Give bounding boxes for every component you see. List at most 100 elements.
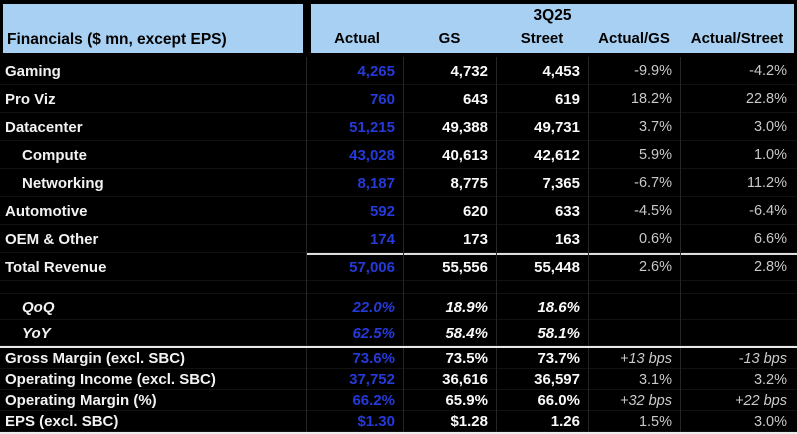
cell-gs-estimate: 8,775 bbox=[403, 169, 496, 197]
cell-actual-vs-gs bbox=[588, 320, 680, 346]
cell-actual-vs-gs: -9.9% bbox=[588, 57, 680, 85]
cell-street-estimate: 42,612 bbox=[496, 141, 588, 169]
cell-gs-estimate: 49,388 bbox=[403, 113, 496, 141]
cell-street-estimate: 36,597 bbox=[496, 369, 588, 390]
cell-actual-vs-street: 1.0% bbox=[680, 141, 797, 169]
row-label: Pro Viz bbox=[0, 85, 306, 113]
table-row: Gross Margin (excl. SBC) 73.6% 73.5% 73.7% +… bbox=[0, 346, 797, 369]
row-label: QoQ bbox=[0, 294, 306, 320]
table-row: Networking 8,187 8,775 7,365 -6.7% 11.2% bbox=[0, 169, 797, 197]
row-label: OEM & Other bbox=[0, 225, 306, 253]
table-row: QoQ 22.0% 18.9% 18.6% bbox=[0, 294, 797, 320]
cell-actual: 22.0% bbox=[306, 294, 403, 320]
cell-actual-vs-street: 3.0% bbox=[680, 411, 797, 432]
table-row: Datacenter 51,215 49,388 49,731 3.7% 3.0% bbox=[0, 113, 797, 141]
cell-gs-estimate: 58.4% bbox=[403, 320, 496, 346]
cell-actual: 174 bbox=[306, 225, 403, 253]
row-label: EPS (excl. SBC) bbox=[0, 411, 306, 432]
cell-actual-vs-gs: +13 bps bbox=[588, 348, 680, 369]
cell-gs-estimate: 65.9% bbox=[403, 390, 496, 411]
row-label: Gaming bbox=[0, 57, 306, 85]
table-title: Financials ($ mn, except EPS) bbox=[7, 31, 227, 48]
cell-actual: 4,265 bbox=[306, 57, 403, 85]
row-label: Networking bbox=[0, 169, 306, 197]
cell-actual: 592 bbox=[306, 197, 403, 225]
cell-actual-vs-gs: +32 bps bbox=[588, 390, 680, 411]
cell-street-estimate: 18.6% bbox=[496, 294, 588, 320]
row-label: Compute bbox=[0, 141, 306, 169]
cell-gs-estimate: 643 bbox=[403, 85, 496, 113]
table-row: YoY 62.5% 58.4% 58.1% bbox=[0, 320, 797, 346]
cell-street-estimate: 7,365 bbox=[496, 169, 588, 197]
cell-actual-vs-gs: -4.5% bbox=[588, 197, 680, 225]
cell-street-estimate: 633 bbox=[496, 197, 588, 225]
cell-street-estimate: 58.1% bbox=[496, 320, 588, 346]
table-row: Compute 43,028 40,613 42,612 5.9% 1.0% bbox=[0, 141, 797, 169]
col-header-actual: Actual bbox=[334, 30, 380, 47]
header-period-cell: 3Q25 Actual GS Street Actual/GS Actual/S… bbox=[311, 4, 794, 53]
column-headers: Actual GS Street Actual/GS Actual/Street bbox=[311, 28, 794, 50]
cell-gs-estimate: 73.5% bbox=[403, 348, 496, 369]
table-row: EPS (excl. SBC) $1.30 $1.28 1.26 1.5% 3.0% bbox=[0, 411, 797, 432]
cell-actual: 8,187 bbox=[306, 169, 403, 197]
cell-actual-vs-gs: 2.6% bbox=[588, 253, 680, 281]
cell-actual: 43,028 bbox=[306, 141, 403, 169]
cell-actual-vs-street: 3.2% bbox=[680, 369, 797, 390]
col-header-gs: GS bbox=[438, 30, 461, 47]
cell-street-estimate: 163 bbox=[496, 225, 588, 253]
cell-actual-vs-gs: 3.7% bbox=[588, 113, 680, 141]
cell-actual-vs-street bbox=[680, 294, 797, 320]
cell-gs-estimate: 173 bbox=[403, 225, 496, 253]
cell-actual-vs-street: -4.2% bbox=[680, 57, 797, 85]
cell-actual-vs-gs: 0.6% bbox=[588, 225, 680, 253]
cell-actual-vs-gs: 5.9% bbox=[588, 141, 680, 169]
cell-street-estimate: 4,453 bbox=[496, 57, 588, 85]
cell-actual-vs-gs: -6.7% bbox=[588, 169, 680, 197]
cell-actual-vs-street: 3.0% bbox=[680, 113, 797, 141]
table-header: Financials ($ mn, except EPS) 3Q25 Actua… bbox=[0, 0, 797, 57]
cell-actual-vs-street: 2.8% bbox=[680, 253, 797, 281]
cell-actual-vs-gs bbox=[588, 294, 680, 320]
cell-gs-estimate: 36,616 bbox=[403, 369, 496, 390]
table-row: Operating Margin (%) 66.2% 65.9% 66.0% +32 b… bbox=[0, 390, 797, 411]
table-row: Pro Viz 760 643 619 18.2% 22.8% bbox=[0, 85, 797, 113]
cell-actual-vs-gs: 1.5% bbox=[588, 411, 680, 432]
cell-gs-estimate: 55,556 bbox=[403, 253, 496, 281]
row-label: Datacenter bbox=[0, 113, 306, 141]
cell-actual-vs-street bbox=[680, 320, 797, 346]
cell-gs-estimate: 4,732 bbox=[403, 57, 496, 85]
cell-actual bbox=[306, 281, 403, 294]
cell-actual: 57,006 bbox=[306, 253, 403, 281]
row-label: Total Revenue bbox=[0, 253, 306, 281]
cell-gs-estimate bbox=[403, 281, 496, 294]
cell-actual-vs-street: 11.2% bbox=[680, 169, 797, 197]
cell-actual: 73.6% bbox=[306, 348, 403, 369]
cell-gs-estimate: $1.28 bbox=[403, 411, 496, 432]
cell-actual: 37,752 bbox=[306, 369, 403, 390]
cell-actual-vs-street: -13 bps bbox=[680, 348, 797, 369]
table-body: Gaming 4,265 4,732 4,453 -9.9% -4.2% Pro Viz 76… bbox=[0, 57, 797, 432]
cell-actual: 66.2% bbox=[306, 390, 403, 411]
cell-actual-vs-street bbox=[680, 281, 797, 294]
period-label: 3Q25 bbox=[533, 7, 572, 24]
cell-actual-vs-gs: 3.1% bbox=[588, 369, 680, 390]
cell-street-estimate: 55,448 bbox=[496, 253, 588, 281]
cell-street-estimate: 66.0% bbox=[496, 390, 588, 411]
cell-street-estimate: 619 bbox=[496, 85, 588, 113]
cell-actual: $1.30 bbox=[306, 411, 403, 432]
table-row: Gaming 4,265 4,732 4,453 -9.9% -4.2% bbox=[0, 57, 797, 85]
table-row: Total Revenue 57,006 55,556 55,448 2.6% 2.8% bbox=[0, 253, 797, 281]
col-header-actual-vs-gs: Actual/GS bbox=[598, 30, 670, 47]
cell-street-estimate: 1.26 bbox=[496, 411, 588, 432]
cell-actual: 51,215 bbox=[306, 113, 403, 141]
cell-actual-vs-gs bbox=[588, 281, 680, 294]
row-label bbox=[0, 281, 306, 294]
cell-actual-vs-gs: 18.2% bbox=[588, 85, 680, 113]
row-label: Operating Margin (%) bbox=[0, 390, 306, 411]
col-header-street: Street bbox=[520, 30, 564, 47]
cell-gs-estimate: 620 bbox=[403, 197, 496, 225]
cell-actual: 62.5% bbox=[306, 320, 403, 346]
header-title-cell: Financials ($ mn, except EPS) bbox=[3, 4, 303, 53]
cell-gs-estimate: 18.9% bbox=[403, 294, 496, 320]
